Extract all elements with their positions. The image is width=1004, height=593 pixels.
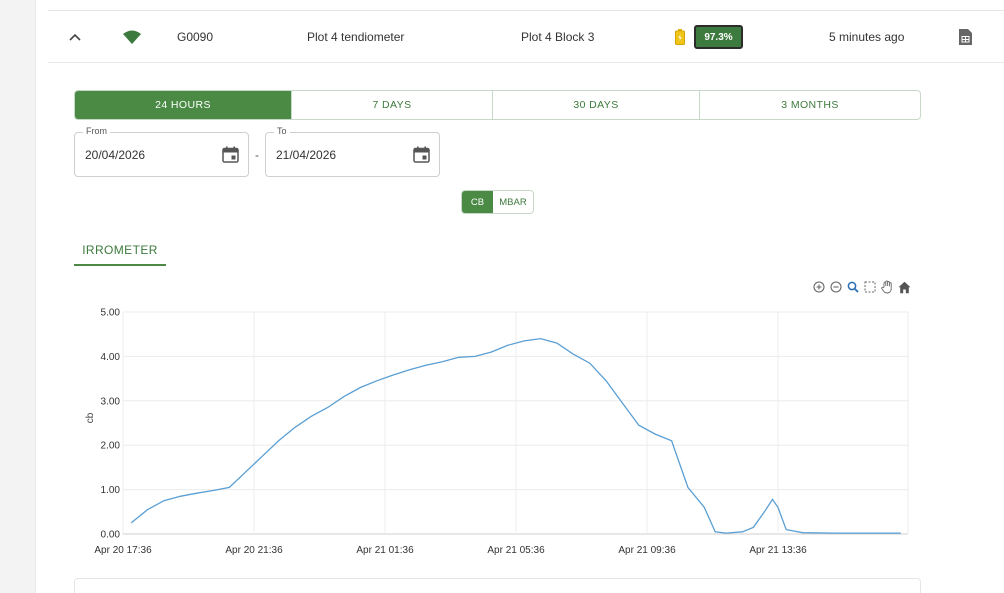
y-tick-label: 4.00 [101,352,121,363]
device-location: Plot 4 Block 3 [521,30,595,44]
unit-cb-button[interactable]: CB [462,191,493,213]
calendar-icon[interactable] [413,146,430,163]
from-date-field[interactable]: From 20/04/2026 [74,126,249,177]
date-separator: - [255,148,259,162]
y-tick-label: 2.00 [101,441,121,452]
x-tick-label: Apr 20 17:36 [94,545,152,556]
zoom-in-icon[interactable] [812,279,826,295]
device-row[interactable]: G0090 Plot 4 tendiometer Plot 4 Block 3 … [48,11,1004,63]
to-label: To [274,126,290,136]
series-line [130,337,901,534]
time-range-tabs: 24 HOURS 7 DAYS 30 DAYS 3 MONTHS [74,90,921,120]
selection-zoom-icon[interactable] [863,279,877,295]
top-divider [48,10,1004,11]
y-tick-label: 1.00 [101,485,121,496]
from-label: From [83,126,110,136]
sim-card-icon[interactable] [957,11,973,63]
to-date-value[interactable]: 21/04/2026 [276,148,337,162]
battery-badge: 97.3% [694,25,743,49]
x-tick-label: Apr 21 09:36 [618,545,676,556]
unit-toggle: CB MBAR [461,190,534,214]
to-date-field[interactable]: To 21/04/2026 [265,126,440,177]
next-card [74,578,921,593]
tab-24-hours[interactable]: 24 HOURS [75,91,292,119]
x-tick-label: Apr 21 05:36 [487,545,545,556]
device-name: Plot 4 tendiometer [307,30,405,44]
tab-irrometer[interactable]: IRROMETER [74,236,166,266]
tab-30-days[interactable]: 30 DAYS [493,91,700,119]
from-date-value[interactable]: 20/04/2026 [85,148,146,162]
x-tick-label: Apr 20 21:36 [225,545,283,556]
chart-toolbar [812,279,911,295]
magnifier-icon[interactable] [846,279,860,295]
wifi-icon [122,11,142,63]
left-sidebar-strip [0,0,36,593]
y-axis-label: cb [85,412,96,423]
x-tick-label: Apr 21 01:36 [356,545,414,556]
device-id: G0090 [177,30,214,44]
y-tick-label: 3.00 [101,396,121,407]
irrometer-chart: 0.00 1.00 2.00 3.00 4.00 5.00 Apr 20 17:36 Apr… [85,308,909,556]
zoom-out-icon[interactable] [829,279,843,295]
battery-icon [674,11,686,63]
chevron-up-icon[interactable] [69,30,81,44]
tab-7-days[interactable]: 7 DAYS [292,91,493,119]
y-tick-label: 0.00 [101,530,121,541]
collapse-toggle[interactable] [66,11,84,63]
y-tick-label: 5.00 [101,308,121,319]
home-reset-icon[interactable] [897,279,911,295]
tab-3-months[interactable]: 3 MONTHS [781,99,839,111]
last-seen: 5 minutes ago [829,30,905,44]
x-tick-label: Apr 21 13:36 [749,545,807,556]
pan-hand-icon[interactable] [880,279,894,295]
calendar-icon[interactable] [222,146,239,163]
unit-mbar-button[interactable]: MBAR [499,196,527,208]
